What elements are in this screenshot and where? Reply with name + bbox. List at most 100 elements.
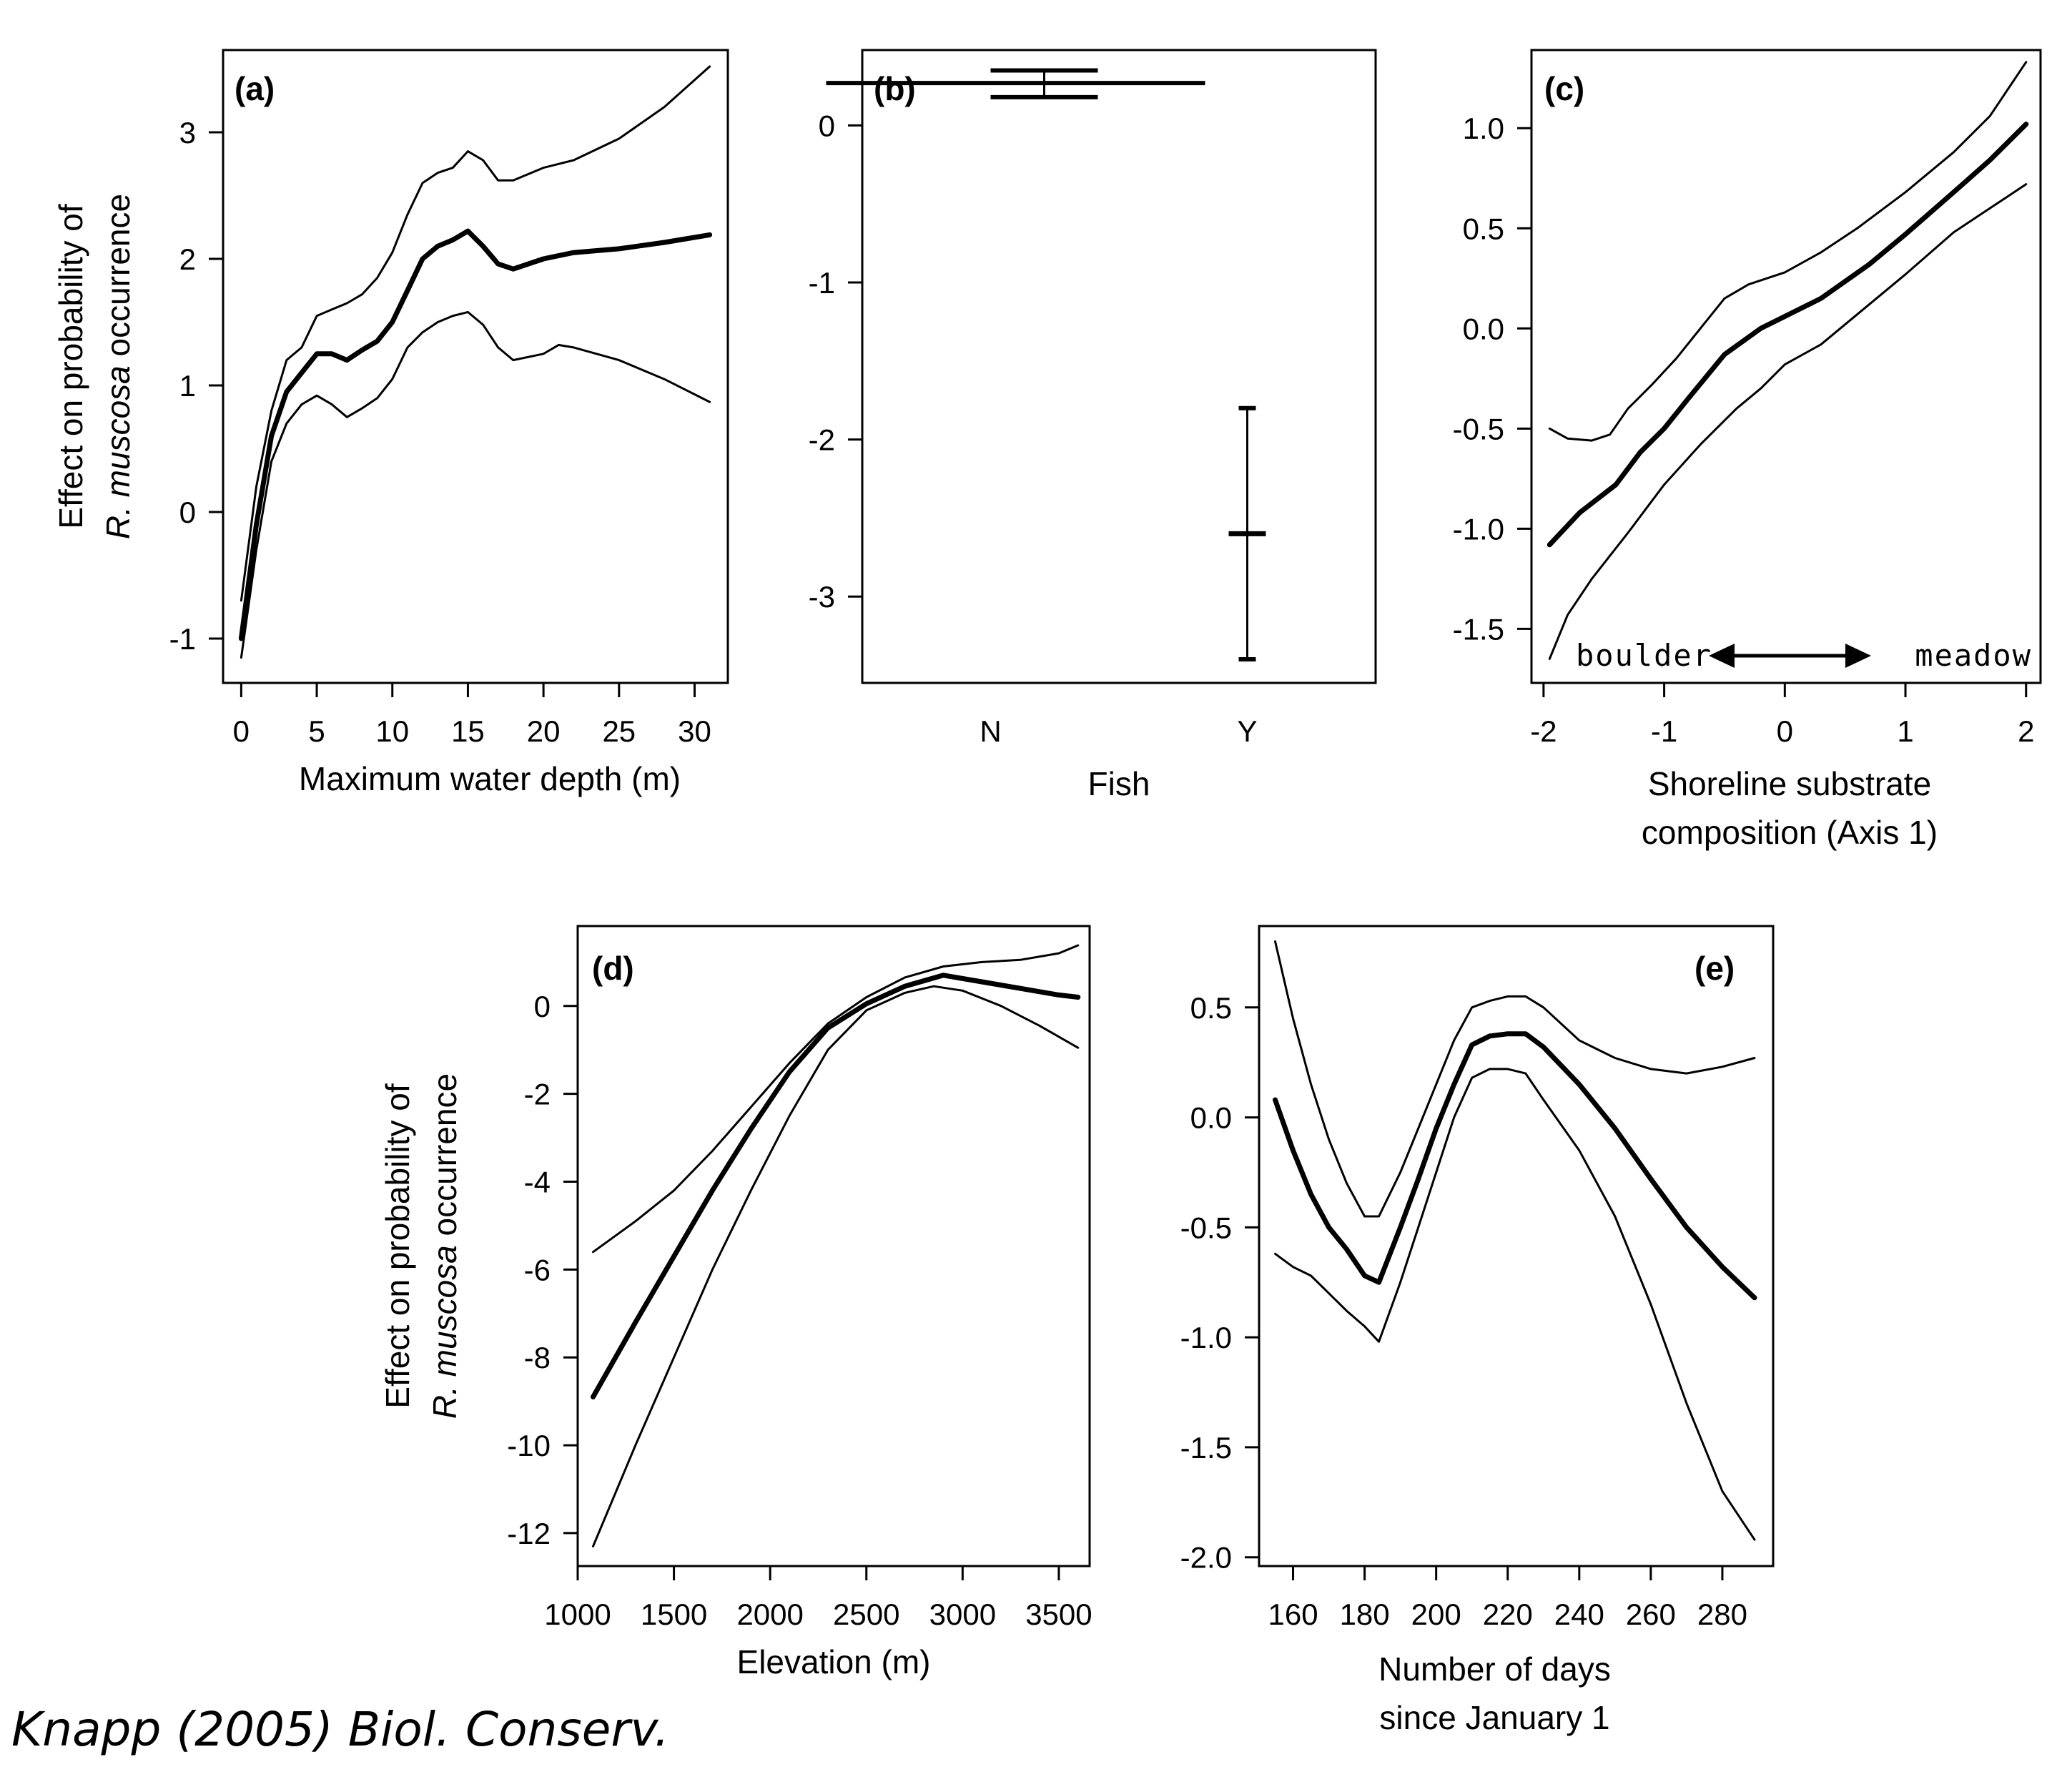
x-axis-label-line1: Shoreline substrate xyxy=(1648,765,1931,802)
y-tick-label: -1.5 xyxy=(1453,612,1504,646)
series-lower-line xyxy=(240,310,711,659)
panel-label: (a) xyxy=(235,70,275,107)
y-axis-label-line1: Effect on probability of xyxy=(379,1083,416,1409)
y-axis-label: Effect on probability of R. muscosa occur… xyxy=(379,1073,463,1419)
x-tick-label: 160 xyxy=(1268,1598,1318,1631)
x-tick-label: -2 xyxy=(1530,714,1557,748)
y-tick-label: 1 xyxy=(179,369,196,403)
x-axis-label-line2: composition (Axis 1) xyxy=(1642,814,1938,851)
x-tick-label: 30 xyxy=(678,714,711,748)
y-axis-label-species: R. muscosa xyxy=(99,365,137,539)
panel-label: (e) xyxy=(1694,950,1735,987)
y-tick-label: -6 xyxy=(524,1253,551,1286)
arrow-right-head xyxy=(1845,644,1871,668)
x-tick-label: 280 xyxy=(1697,1598,1747,1631)
annotation-left: boulder xyxy=(1576,638,1712,673)
series-upper-line xyxy=(592,944,1080,1254)
series-lower-line xyxy=(1548,183,2028,660)
panel-b: -3 -2 -1 0 N Y Fish (b) xyxy=(809,49,1377,802)
y-tick-label: 0.5 xyxy=(1463,212,1504,245)
y-tick-label: -0.5 xyxy=(1453,412,1504,446)
y-tick-label: 0 xyxy=(819,109,835,142)
panel-label: (d) xyxy=(592,950,634,987)
x-axis-label: Maximum water depth (m) xyxy=(299,760,681,797)
y-tick-label: -4 xyxy=(524,1166,551,1199)
y-tick-label: -8 xyxy=(524,1341,551,1374)
y-tick-label: -0.5 xyxy=(1180,1211,1232,1244)
series-upper-line xyxy=(240,65,711,602)
series-estimate-line xyxy=(1546,122,2029,548)
y-tick-label: -3 xyxy=(809,580,835,614)
x-axis-label-line1: Number of days xyxy=(1378,1650,1611,1688)
y-tick-label: -1 xyxy=(169,622,196,656)
series-lower-line xyxy=(1274,1068,1756,1541)
x-category-label: N xyxy=(980,714,1001,748)
arrow-left-head xyxy=(1709,644,1735,668)
x-tick-label: 220 xyxy=(1483,1598,1533,1631)
y-axis-label: Effect on probability of R. muscosa occur… xyxy=(52,194,137,539)
panel-c-frame xyxy=(1530,49,2042,684)
x-tick-label: 2500 xyxy=(833,1598,899,1631)
y-tick-label: -12 xyxy=(507,1517,551,1550)
panel-d-frame xyxy=(576,925,1091,1567)
x-tick-label: 5 xyxy=(308,714,325,748)
y-axis-label-line1: Effect on probability of xyxy=(52,204,89,529)
x-tick-label: 0 xyxy=(233,714,250,748)
panel-b-frame xyxy=(861,49,1377,684)
y-tick-label: -2.0 xyxy=(1180,1541,1232,1575)
y-tick-label: -10 xyxy=(507,1429,551,1462)
y-tick-label: 1.0 xyxy=(1463,112,1504,145)
panel-label: (b) xyxy=(874,70,916,107)
series-estimate-line xyxy=(591,973,1081,1399)
series-estimate-line xyxy=(1273,1031,1757,1301)
x-tick-label: 2000 xyxy=(736,1598,803,1631)
panel-label: (c) xyxy=(1544,70,1584,107)
series-lower-line xyxy=(592,985,1080,1547)
x-axis-label: Fish xyxy=(1088,765,1150,802)
x-axis-label: Elevation (m) xyxy=(737,1643,931,1680)
y-tick-label: 0.0 xyxy=(1190,1101,1232,1135)
x-tick-label: 3500 xyxy=(1025,1598,1092,1631)
annotation-right: meadow xyxy=(1915,638,2032,673)
x-tick-label: 260 xyxy=(1626,1598,1676,1631)
x-tick-label: 1500 xyxy=(641,1598,707,1631)
y-tick-label: -2 xyxy=(809,423,835,457)
x-tick-label: -1 xyxy=(1651,714,1677,748)
x-tick-label: 3000 xyxy=(929,1598,996,1631)
x-tick-label: 1000 xyxy=(544,1598,611,1631)
y-tick-label: 0 xyxy=(534,990,551,1023)
citation: Knapp (2005) Biol. Conserv. xyxy=(11,1702,670,1757)
panel-e-frame xyxy=(1258,925,1775,1567)
y-tick-label: 0.5 xyxy=(1190,991,1232,1025)
x-tick-label: 0 xyxy=(1777,714,1793,748)
y-tick-label: -1.5 xyxy=(1180,1431,1232,1465)
y-tick-label: 0 xyxy=(179,496,196,529)
y-tick-label: -1 xyxy=(809,266,835,300)
y-tick-label: 0.0 xyxy=(1463,312,1504,345)
y-tick-label: 3 xyxy=(179,116,196,149)
series-upper-line xyxy=(1274,940,1756,1218)
x-tick-label: 15 xyxy=(451,714,485,748)
x-tick-label: 10 xyxy=(375,714,409,748)
y-tick-label: -2 xyxy=(524,1078,551,1111)
x-tick-label: 180 xyxy=(1340,1598,1390,1631)
x-tick-label: 240 xyxy=(1554,1598,1604,1631)
y-axis-label-species: R. muscosa xyxy=(426,1245,463,1419)
y-tick-label: -1.0 xyxy=(1453,512,1504,546)
y-axis-label-rest: occurrence xyxy=(426,1073,463,1245)
y-axis-label-rest: occurrence xyxy=(99,194,137,365)
x-tick-label: 200 xyxy=(1411,1598,1461,1631)
x-tick-label: 2 xyxy=(2018,714,2034,748)
series-upper-line xyxy=(1548,61,2028,442)
panel-a-frame xyxy=(222,49,729,684)
panel-c: -1.5 -1.0 -0.5 0.0 0.5 1.0 -2 -1 0 1 2 (c) boulder me… xyxy=(1453,49,2042,851)
x-tick-label: 20 xyxy=(527,714,561,748)
panel-d: -12 -10 -8 -6 -4 -2 0 1000 1500 2000 2500 3000 3500 (… xyxy=(379,925,1092,1680)
series-estimate-line xyxy=(238,228,713,641)
x-category-label: Y xyxy=(1237,714,1257,748)
panel-e: -2.0 -1.5 -1.0 -0.5 0.0 0.5 160 180 200 220 240 260… xyxy=(1180,925,1775,1736)
x-axis-label-line2: since January 1 xyxy=(1379,1699,1609,1736)
x-tick-label: 1 xyxy=(1897,714,1913,748)
